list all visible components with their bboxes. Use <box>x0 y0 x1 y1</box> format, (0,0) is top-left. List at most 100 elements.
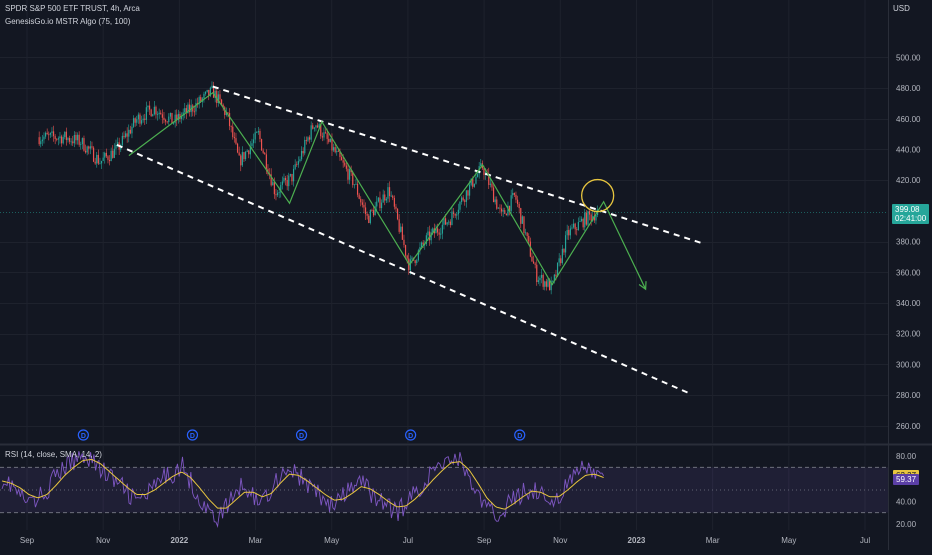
candle-body <box>208 89 210 96</box>
candle-body <box>44 132 47 137</box>
candle-body <box>244 151 247 160</box>
candle-body <box>300 150 303 160</box>
candle-body <box>339 151 341 158</box>
candle-body <box>409 259 411 271</box>
last-price-tag: 399.08 02:41:00 <box>892 204 930 225</box>
rsi-line <box>1 451 605 529</box>
candle-body <box>500 208 503 212</box>
candle-body <box>371 209 373 211</box>
dividend-marker-label: D <box>81 433 86 440</box>
candle-body <box>108 159 111 162</box>
candle-body <box>395 206 397 209</box>
rsi-axis-label: 40.00 <box>896 497 917 506</box>
candle-body <box>374 206 376 216</box>
candle-body <box>585 212 587 225</box>
candle-body <box>275 194 277 196</box>
candle-body <box>59 136 61 139</box>
candle-body <box>480 163 482 167</box>
candle-body <box>465 190 467 202</box>
candle-body <box>228 113 231 127</box>
candle-body <box>203 93 205 99</box>
candle-body <box>134 118 136 123</box>
candle-body <box>414 260 416 264</box>
candle-body <box>526 232 528 236</box>
candle-body <box>369 209 371 224</box>
candle-body <box>310 125 312 140</box>
candle-body <box>376 201 378 207</box>
price-axis-label: 440.00 <box>896 145 921 154</box>
candle-body <box>515 194 517 200</box>
candle-body <box>105 152 107 157</box>
candle-body <box>428 231 431 241</box>
candle-body <box>273 182 275 195</box>
candle-body <box>580 218 583 222</box>
candle-body <box>315 125 317 128</box>
candle-body <box>206 89 208 92</box>
candle-body <box>83 138 85 151</box>
dividend-marker-circle <box>405 429 417 441</box>
candle-body <box>236 143 239 153</box>
candle-body <box>193 111 195 113</box>
candle-body <box>116 142 119 145</box>
algo-line <box>128 91 647 290</box>
candle-body <box>446 222 448 225</box>
candle-body <box>276 192 279 196</box>
candle-body <box>225 112 227 115</box>
candle-body <box>360 198 362 203</box>
candle-body <box>540 274 543 278</box>
candle-body <box>489 183 491 185</box>
candle-body <box>318 123 320 128</box>
price-axis-label: 360.00 <box>896 268 921 277</box>
candle-body <box>537 280 539 283</box>
candle-body <box>264 152 266 155</box>
candle-body <box>430 232 432 241</box>
candle-body <box>254 132 256 140</box>
candle-body <box>337 150 339 152</box>
price-axis-label: 300.00 <box>896 360 921 369</box>
candle-body <box>528 235 530 242</box>
candle-body <box>520 208 522 224</box>
candle-body <box>393 198 395 207</box>
candle-body <box>491 183 493 188</box>
candle-body <box>248 150 250 155</box>
candle-body <box>358 194 360 199</box>
candle-body <box>75 134 77 141</box>
candle-body <box>579 221 581 223</box>
candle-body <box>88 146 90 149</box>
candle-body <box>265 154 267 169</box>
candle-body <box>57 138 59 140</box>
candle-body <box>246 150 248 152</box>
candle-body <box>372 210 375 216</box>
candle-body <box>256 132 258 134</box>
candle-body <box>99 163 101 165</box>
dividend-marker-circle <box>77 429 89 441</box>
candle-body <box>384 194 386 201</box>
candle-body <box>448 221 450 223</box>
candle-body <box>161 114 163 118</box>
candle-body <box>449 221 451 226</box>
bar-countdown: 02:41:00 <box>895 214 927 224</box>
candle-body <box>100 160 103 164</box>
candle-body <box>334 147 336 153</box>
candle-body <box>251 143 253 147</box>
candle-body <box>523 216 525 233</box>
candle-body <box>488 173 490 185</box>
candle-body <box>555 274 557 277</box>
candle-body <box>152 114 154 117</box>
candle-body <box>313 127 315 129</box>
candle-body <box>532 261 535 264</box>
candle-body <box>209 87 211 96</box>
price-axis-label: 500.00 <box>896 53 921 62</box>
dividend-marker: D <box>295 429 308 441</box>
candle-body <box>291 174 293 182</box>
candle-body <box>499 207 501 209</box>
candle-body <box>422 242 424 245</box>
candle-body <box>547 279 549 287</box>
candle-body <box>459 202 461 210</box>
candle-body <box>270 174 272 186</box>
candle-body <box>147 105 149 108</box>
candle-body <box>280 184 282 193</box>
candle-body <box>411 257 413 260</box>
candle-body <box>155 106 157 115</box>
